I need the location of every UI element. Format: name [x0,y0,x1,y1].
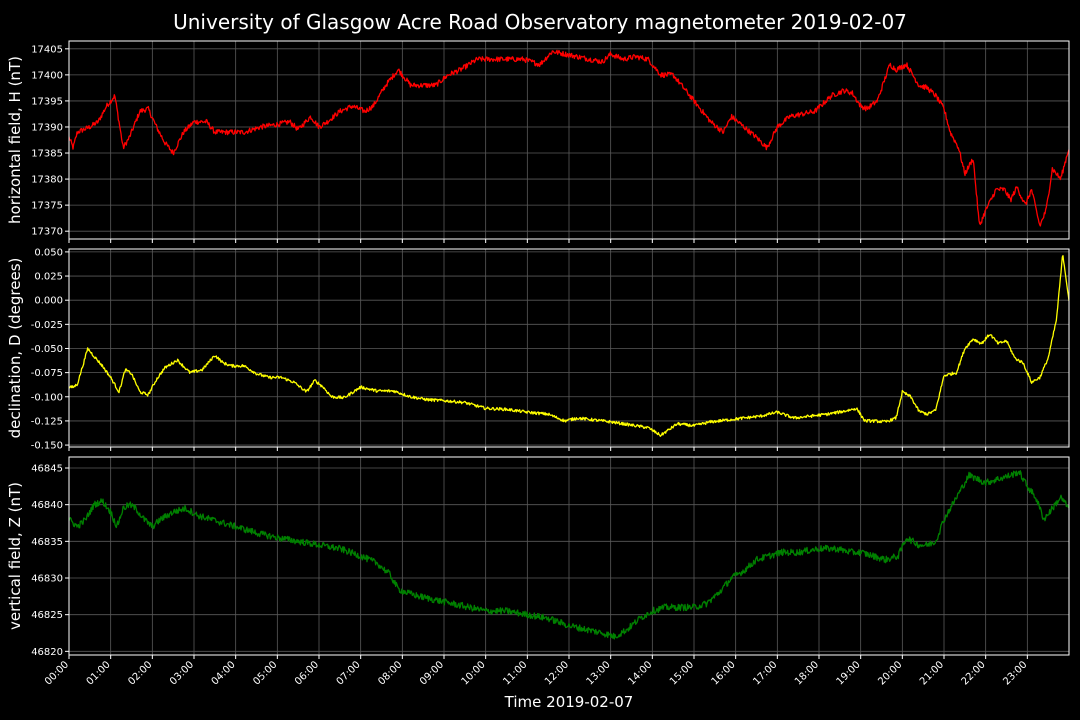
y-tick-label: 17370 [31,227,63,238]
y-tick-label: 46835 [31,537,63,548]
y-tick-label: -0.125 [31,416,63,427]
y-tick-label: 46825 [31,610,63,621]
z-field-y-axis-label: vertical field, Z (nT) [6,482,24,630]
y-tick-label: 0.000 [34,296,63,307]
h-field-panel: 17370 17375 17380 17385 17390 17395 17400 17405… [6,40,1070,243]
y-tick-label: 46830 [31,574,63,585]
y-tick-label: 0.025 [34,272,63,283]
y-tick-label: 46845 [31,464,63,475]
h-field-y-axis-label: horizontal field, H (nT) [6,56,24,224]
declination-panel: -0.150 -0.125 -0.100 -0.075 -0.050 -0.025 0.00… [6,247,1070,452]
chart-title: University of Glasgow Acre Road Observat… [173,10,907,34]
y-tick-label: 17385 [31,149,63,160]
y-tick-label: 46820 [31,647,63,658]
z-field-axes-frame [68,456,1070,656]
y-tick-label: -0.025 [31,320,63,331]
y-tick-label: 17395 [31,96,63,107]
h-field-axes-frame [68,40,1070,240]
y-tick-label: 46840 [31,500,63,511]
y-tick-label: 17375 [31,201,63,212]
z-field-series-line [69,470,1069,640]
h-field-series-line [69,49,1069,227]
y-tick-label: -0.100 [31,392,63,403]
x-axis-label: Time 2019-02-07 [504,693,634,711]
y-tick-label: -0.150 [31,441,63,452]
declination-axes-frame [68,248,1070,448]
y-tick-label: 17380 [31,175,63,186]
y-tick-label: -0.050 [31,344,63,355]
declination-series-line [69,255,1069,437]
y-tick-label: 0.050 [34,247,63,258]
y-tick-label: -0.075 [31,368,63,379]
y-tick-label: 17400 [31,70,63,81]
y-tick-label: 17390 [31,122,63,133]
y-tick-label: 17405 [31,44,63,55]
declination-y-axis-label: declination, D (degrees) [6,258,24,439]
